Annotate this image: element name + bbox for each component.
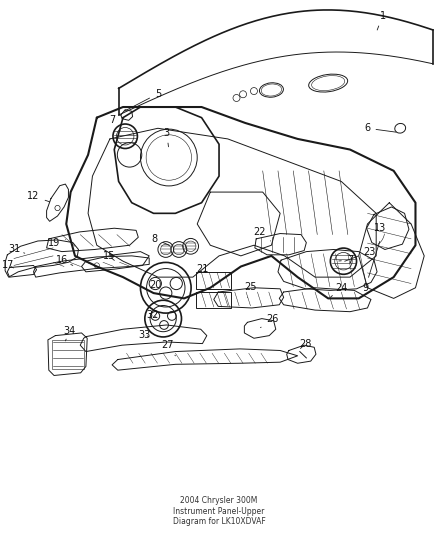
Text: 3: 3	[163, 127, 170, 147]
Text: 34: 34	[64, 326, 76, 341]
Text: 28: 28	[299, 338, 312, 349]
Text: 25: 25	[244, 282, 257, 297]
Text: 23: 23	[345, 247, 376, 261]
Text: 8: 8	[152, 234, 170, 245]
Text: 17: 17	[3, 261, 15, 270]
Text: 7: 7	[339, 255, 353, 265]
Text: 1: 1	[377, 11, 386, 30]
Text: 27: 27	[161, 340, 175, 356]
Text: 24: 24	[330, 283, 347, 297]
Text: 15: 15	[103, 251, 115, 261]
Text: 26: 26	[261, 313, 279, 328]
Text: 5: 5	[124, 88, 161, 111]
Bar	[52, 340, 84, 369]
Text: 7: 7	[109, 115, 120, 131]
Bar	[196, 292, 231, 308]
Text: 19: 19	[48, 238, 66, 247]
Text: 22: 22	[253, 227, 271, 241]
Text: 20: 20	[149, 280, 162, 290]
Text: 12: 12	[27, 191, 49, 202]
Text: 16: 16	[56, 255, 73, 265]
Text: 13: 13	[374, 223, 386, 233]
Text: 32: 32	[146, 310, 159, 320]
Text: 9: 9	[362, 241, 380, 293]
Bar	[196, 272, 231, 289]
Text: 6: 6	[364, 123, 396, 133]
Text: 2004 Chrysler 300M
Instrument Panel-Upper
Diagram for LK10XDVAF: 2004 Chrysler 300M Instrument Panel-Uppe…	[173, 496, 265, 526]
Text: 33: 33	[139, 329, 151, 340]
Text: 21: 21	[196, 264, 208, 274]
Text: 31: 31	[9, 245, 25, 254]
